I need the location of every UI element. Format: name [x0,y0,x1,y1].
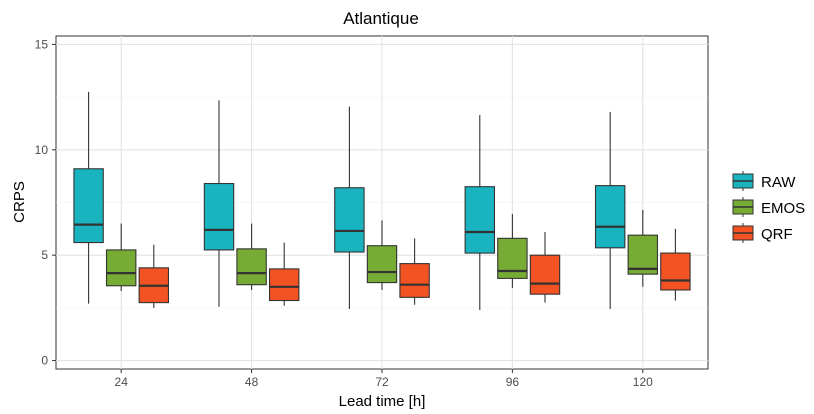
box-body [464,186,496,254]
box-body [73,168,104,244]
x-tick-label: 48 [245,375,259,389]
box-body [497,237,528,279]
legend-label: EMOS [761,200,805,217]
box-qrf-72 [399,238,430,305]
box-body [627,234,659,275]
legend-item-qrf: QRF [732,223,793,243]
box-emos-72 [366,220,398,290]
y-tick-label: 10 [35,143,49,157]
box-qrf-96 [529,232,561,303]
box-body [203,182,235,251]
box-raw-48 [203,100,235,307]
legend-item-emos: EMOS [732,197,805,217]
box-raw-120 [594,111,626,309]
box-qrf-48 [268,242,300,306]
box-raw-24 [73,91,104,304]
x-tick-label: 24 [115,375,129,389]
x-tick-label: 96 [506,375,520,389]
y-tick-label: 15 [35,37,49,51]
box-body [660,252,691,291]
boxes-layer [73,91,691,310]
box-body [268,268,300,302]
legend-item-raw: RAW [732,171,796,191]
legend-label: RAW [761,174,796,191]
legend: RAW EMOS QRF [732,171,805,243]
box-body [105,249,137,287]
box-body [366,245,398,284]
box-raw-72 [334,106,365,309]
x-tick-label: 120 [633,375,653,389]
legend-label: QRF [761,226,793,243]
box-body [594,185,626,249]
box-body [529,254,561,295]
box-raw-96 [464,115,496,310]
box-body [399,263,430,298]
y-tick-label: 0 [41,354,48,368]
y-axis: 0 5 10 15 [35,37,56,368]
chart-title: Atlantique [343,9,419,28]
box-emos-48 [236,223,267,290]
box-body [334,187,365,253]
x-tick-label: 72 [375,375,389,389]
box-emos-96 [497,214,528,288]
box-qrf-24 [138,244,170,308]
box-emos-120 [627,209,659,287]
grid-lines [56,36,708,369]
x-axis-label: Lead time [h] [339,393,426,410]
y-tick-label: 5 [41,248,48,262]
box-body [236,248,267,286]
x-axis: 24 48 72 96 120 [115,369,653,389]
box-emos-24 [105,223,137,292]
y-axis-label: CRPS [11,181,28,223]
box-qrf-120 [660,228,691,301]
